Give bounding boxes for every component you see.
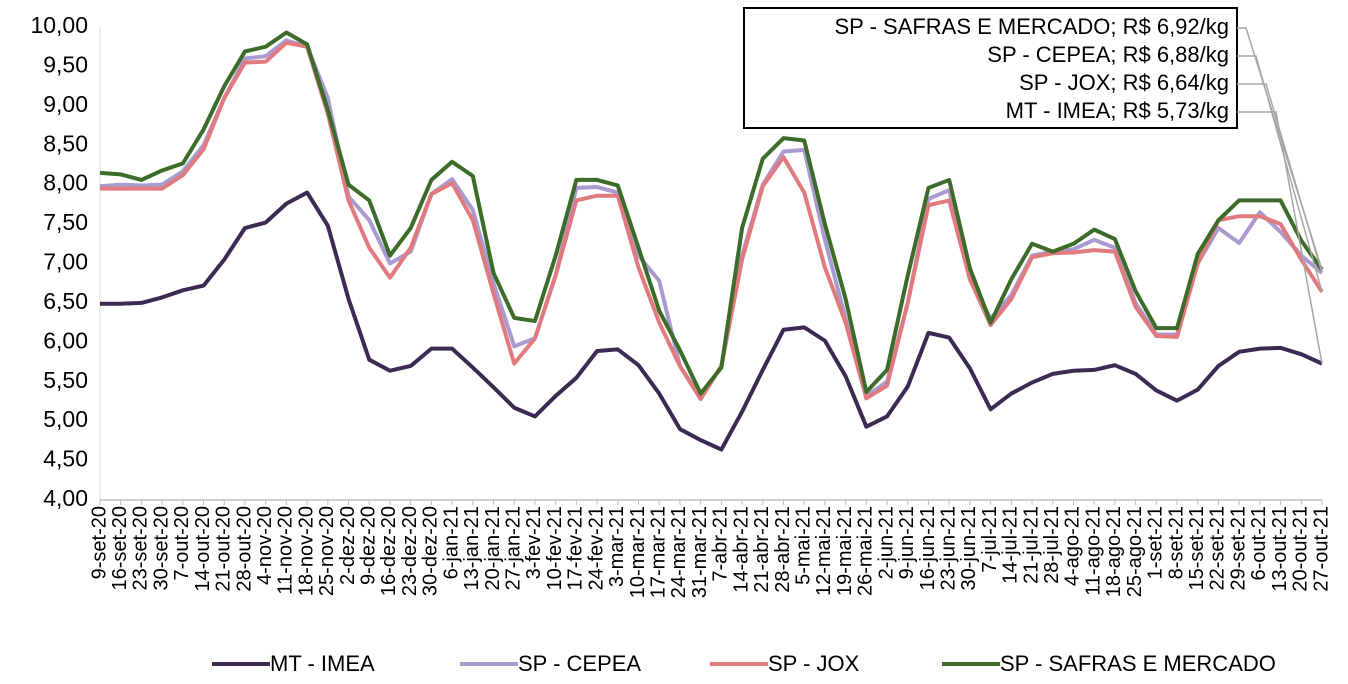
y-tick-label: 7,50 xyxy=(43,209,88,235)
y-tick-label: 8,00 xyxy=(43,170,88,196)
x-tick-label: 3-mar-21 xyxy=(606,506,628,587)
x-tick-label: 21-abr-21 xyxy=(751,506,773,593)
x-tick-label: 23-jun-21 xyxy=(937,506,959,591)
x-tick-label: 4-nov-20 xyxy=(254,506,276,585)
x-tick-label: 16-jun-21 xyxy=(917,506,939,591)
x-tick-label: 23-dez-20 xyxy=(399,506,421,596)
legend-label: SP - CEPEA xyxy=(518,651,641,676)
x-tick-label: 11-nov-20 xyxy=(275,506,297,595)
x-tick-label: 22-set-21 xyxy=(1207,506,1229,591)
x-tick-label: 25-ago-21 xyxy=(1124,506,1146,597)
x-tick-label: 19-mai-21 xyxy=(834,506,856,596)
x-tick-label: 18-nov-20 xyxy=(295,506,317,596)
x-tick-label: 30-jun-21 xyxy=(958,506,980,591)
x-tick-label: 25-nov-20 xyxy=(316,506,338,596)
x-tick-label: 6-jan-21 xyxy=(440,506,462,579)
x-tick-label: 20-out-21 xyxy=(1290,506,1312,592)
x-tick-label: 29-set-21 xyxy=(1227,506,1249,591)
y-tick-label: 4,50 xyxy=(43,446,88,472)
x-tick-label: 27-out-21 xyxy=(1310,506,1332,592)
x-tick-label: 24-fev-21 xyxy=(585,506,607,591)
x-tick-label: 7-abr-21 xyxy=(710,506,732,582)
annotation: SP - CEPEA; R$ 6,88/kg xyxy=(987,42,1229,67)
x-tick-label: 14-out-20 xyxy=(192,506,214,592)
y-tick-label: 9,00 xyxy=(43,91,88,117)
legend-label: MT - IMEA xyxy=(270,651,375,676)
x-tick-label: 6-out-21 xyxy=(1248,506,1270,581)
x-tick-label: 11-ago-21 xyxy=(1082,506,1104,596)
x-tick-label: 24-mar-21 xyxy=(668,506,690,598)
x-tick-label: 9-jun-21 xyxy=(896,506,918,579)
x-tick-label: 31-mar-21 xyxy=(689,506,711,598)
annotation: SP - JOX; R$ 6,64/kg xyxy=(1019,70,1229,95)
x-tick-label: 10-mar-21 xyxy=(627,506,649,598)
y-tick-label: 6,00 xyxy=(43,327,88,353)
x-tick-label: 14-jul-21 xyxy=(1000,506,1022,584)
x-tick-label: 13-jan-21 xyxy=(461,506,483,591)
x-tick-label: 13-out-21 xyxy=(1269,506,1291,592)
x-tick-label: 28-abr-21 xyxy=(772,506,794,593)
x-tick-label: 18-ago-21 xyxy=(1103,506,1125,597)
line xyxy=(99,30,1324,396)
x-tick-label: 10-fev-21 xyxy=(544,506,566,591)
x-tick-label: 3-fev-21 xyxy=(523,506,545,579)
x-tick-label: 9-set-20 xyxy=(88,506,110,579)
leader-line xyxy=(1237,83,1323,274)
x-tick-label: 7-jul-21 xyxy=(979,506,1001,573)
leader-line xyxy=(1237,111,1323,364)
x-tick-label: 27-jan-21 xyxy=(503,506,525,591)
y-tick-label: 10,00 xyxy=(30,12,88,38)
annotation: MT - IMEA; R$ 5,73/kg xyxy=(1006,98,1229,123)
x-tick-label: 28-out-20 xyxy=(233,506,255,592)
y-tick-label: 7,00 xyxy=(43,249,88,275)
x-tick-label: 14-abr-21 xyxy=(730,506,752,593)
y-tick-label: 8,50 xyxy=(43,130,88,156)
x-tick-label: 2-jun-21 xyxy=(875,506,897,579)
y-tick-label: 5,50 xyxy=(43,367,88,393)
y-tick-label: 9,50 xyxy=(43,51,88,77)
leader-line xyxy=(1237,55,1323,293)
x-tick-label: 30-dez-20 xyxy=(420,506,442,596)
x-tick-label: 8-set-21 xyxy=(1165,506,1187,579)
x-tick-label: 23-set-20 xyxy=(130,506,152,591)
x-tick-label: 20-jan-21 xyxy=(482,506,504,591)
x-tick-label: 16-dez-20 xyxy=(378,506,400,596)
legend-label: SP - JOX xyxy=(768,651,860,676)
x-tick-label: 12-mai-21 xyxy=(813,506,835,596)
x-tick-label: 1-set-21 xyxy=(1145,506,1167,579)
x-tick-label: 17-fev-21 xyxy=(565,506,587,591)
x-tick-label: 5-mai-21 xyxy=(792,506,814,585)
annotation-box xyxy=(743,7,1238,129)
y-tick-label: 5,00 xyxy=(43,406,88,432)
x-tick-label: 15-set-21 xyxy=(1186,506,1208,591)
x-tick-label: 7-out-20 xyxy=(171,506,193,581)
x-tick-label: 21-out-20 xyxy=(213,506,235,592)
x-tick-label: 26-mai-21 xyxy=(855,506,877,596)
annotation: SP - SAFRAS E MERCADO; R$ 6,92/kg xyxy=(835,14,1230,39)
x-tick-label: 17-mar-21 xyxy=(648,506,670,598)
x-tick-label: 9-dez-20 xyxy=(358,506,380,585)
legend-label: SP - SAFRAS E MERCADO xyxy=(1000,651,1276,676)
x-tick-label: 21-jul-21 xyxy=(1020,506,1042,584)
y-tick-label: 4,00 xyxy=(43,485,88,511)
x-tick-label: 4-ago-21 xyxy=(1062,506,1084,586)
x-tick-label: 16-set-20 xyxy=(109,506,131,591)
x-tick-label: 28-jul-21 xyxy=(1041,506,1063,584)
x-tick-label: 2-dez-20 xyxy=(337,506,359,585)
x-tick-label: 30-set-20 xyxy=(150,506,172,591)
y-tick-label: 6,50 xyxy=(43,288,88,314)
line xyxy=(100,190,1323,452)
